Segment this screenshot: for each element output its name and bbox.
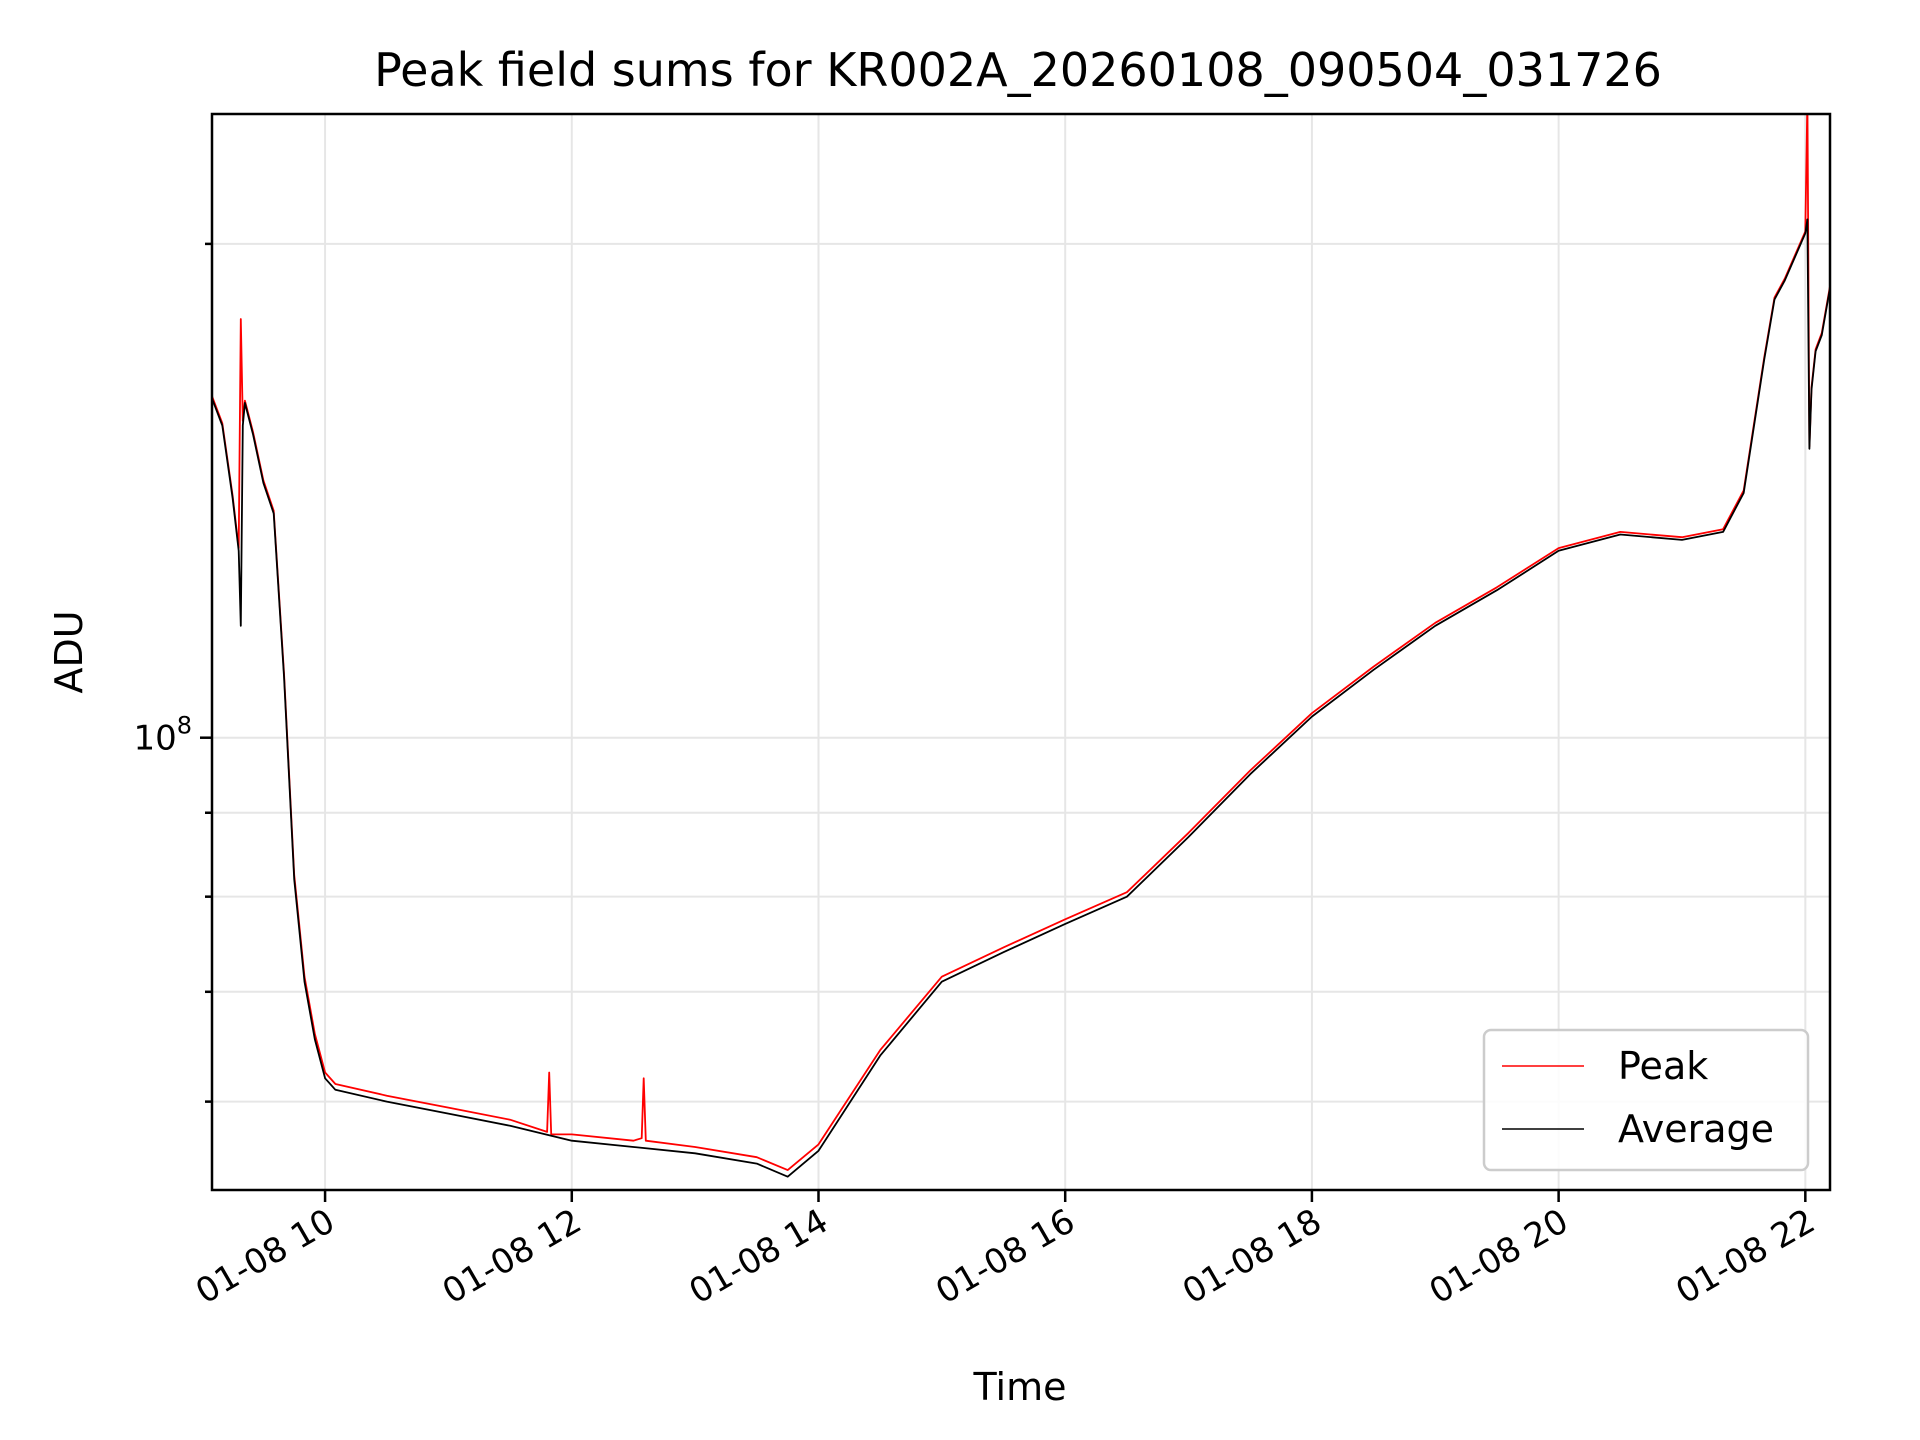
x-tick-label: 01-08 16 (929, 1201, 1081, 1312)
legend-box (1482, 1028, 1810, 1172)
x-axis-label: Time (973, 1365, 1067, 1409)
legend: Peak Average (1482, 1028, 1810, 1172)
x-tick-label: 01-08 12 (436, 1201, 588, 1312)
y-axis: 108 (133, 242, 212, 1103)
x-axis: 01-08 10 01-08 12 01-08 14 01-08 16 01-08 18… (189, 1190, 1822, 1312)
plot-series (212, 114, 1830, 1178)
plot-frame (210, 112, 1832, 1192)
grid (212, 114, 1830, 1190)
legend-peak-label: Peak (1618, 1044, 1708, 1088)
chart-title: Peak field sums for KR002A_20260108_0905… (374, 43, 1662, 97)
series-line-peak (212, 114, 1830, 1171)
y-tick-label: 108 (133, 712, 192, 759)
x-tick-label: 01-08 20 (1423, 1201, 1575, 1312)
legend-average-label: Average (1618, 1107, 1774, 1151)
x-tick-label: 01-08 10 (189, 1201, 341, 1312)
y-axis-label: ADU (47, 610, 91, 693)
x-tick-label: 01-08 22 (1669, 1201, 1821, 1312)
x-tick-label: 01-08 14 (683, 1201, 835, 1312)
series-line-average (212, 218, 1830, 1178)
x-tick-label: 01-08 18 (1176, 1201, 1328, 1312)
